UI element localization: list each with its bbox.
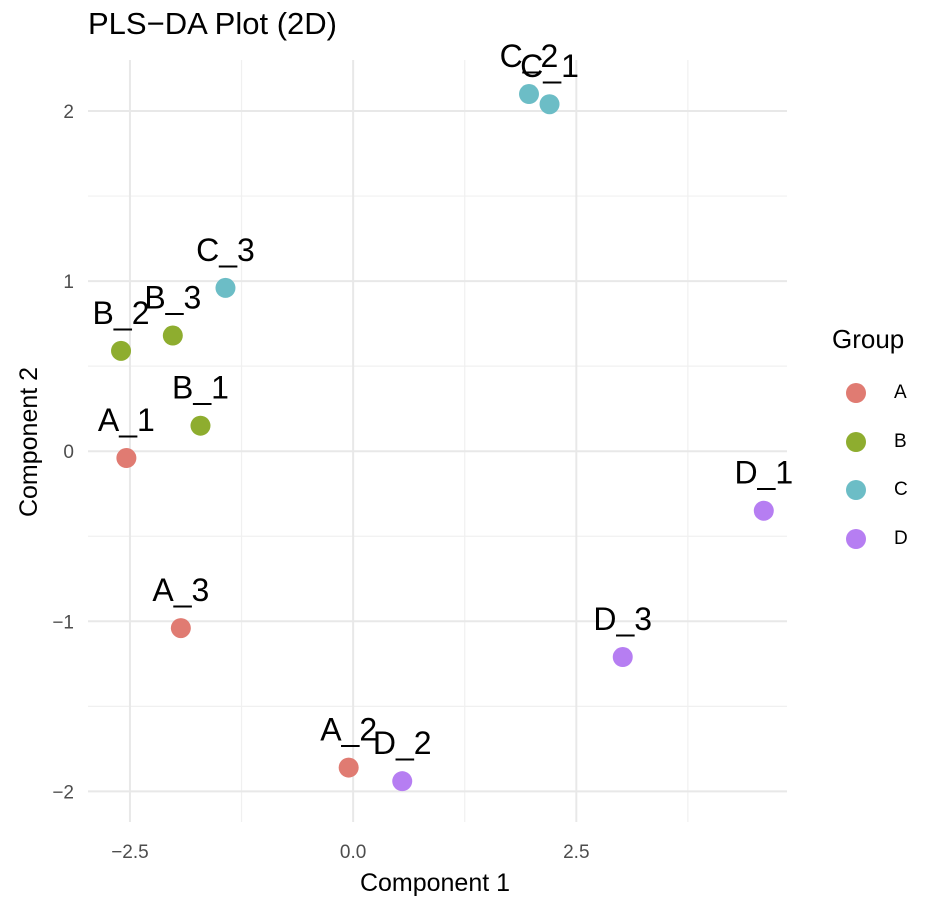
- x-tick-label: −2.5: [111, 842, 149, 863]
- label-b-3: B_3: [144, 280, 201, 316]
- point-b-2[interactable]: [111, 340, 132, 361]
- label-c-1: C_1: [520, 48, 579, 84]
- legend-item-b: B: [832, 418, 908, 467]
- legend: Group A B C D: [832, 324, 908, 563]
- legend-swatch: [846, 383, 866, 404]
- x-axis-title: Component 1: [360, 869, 510, 897]
- chart-title: PLS−DA Plot (2D): [88, 6, 337, 41]
- y-axis-ticks: −2 −1 0 1 2: [52, 102, 74, 803]
- point-a-1[interactable]: [116, 448, 137, 469]
- y-tick-label: −1: [52, 612, 74, 633]
- y-tick-label: −2: [52, 782, 74, 803]
- label-b-2: B_2: [93, 295, 150, 331]
- point-c-2[interactable]: [519, 84, 540, 105]
- label-d-3: D_3: [593, 601, 652, 637]
- legend-item-d: D: [832, 515, 908, 564]
- x-axis-ticks: −2.5 0.0 2.5: [111, 842, 589, 863]
- point-c-3[interactable]: [215, 277, 236, 298]
- label-d-1: D_1: [734, 455, 793, 491]
- legend-swatch: [846, 480, 866, 501]
- label-c-2: C_2: [500, 38, 559, 74]
- legend-label: D: [894, 527, 908, 549]
- legend-item-c: C: [832, 466, 908, 515]
- legend-items: A B C D: [832, 369, 908, 563]
- label-a-2: A_2: [320, 712, 377, 748]
- point-a-2[interactable]: [338, 757, 359, 778]
- legend-title: Group: [832, 324, 905, 354]
- point-b-3[interactable]: [162, 325, 183, 346]
- y-tick-label: 2: [63, 102, 74, 123]
- label-c-3: C_3: [196, 232, 255, 268]
- x-tick-label: 2.5: [563, 842, 589, 863]
- label-a-3: A_3: [152, 572, 209, 608]
- point-d-3[interactable]: [612, 647, 633, 668]
- label-a-1: A_1: [98, 402, 155, 438]
- label-d-2: D_2: [373, 725, 432, 761]
- major-gridlines: [88, 60, 787, 822]
- legend-label: C: [894, 479, 908, 501]
- point-d-1[interactable]: [753, 500, 774, 521]
- label-b-1: B_1: [172, 370, 229, 406]
- legend-label: A: [894, 382, 907, 404]
- data-points: [111, 84, 774, 792]
- y-tick-label: 0: [63, 442, 74, 463]
- point-a-3[interactable]: [170, 618, 191, 639]
- legend-item-a: A: [832, 369, 908, 418]
- minor-gridlines: [88, 60, 787, 822]
- legend-swatch: [846, 431, 866, 452]
- point-c-1[interactable]: [539, 94, 560, 115]
- y-tick-label: 1: [63, 272, 74, 293]
- point-b-1[interactable]: [190, 415, 211, 436]
- y-axis-title: Component 2: [15, 367, 43, 517]
- legend-label: B: [894, 430, 907, 452]
- point-d-2[interactable]: [392, 771, 413, 792]
- x-tick-label: 0.0: [340, 842, 366, 863]
- legend-swatch: [846, 528, 866, 549]
- point-labels: A_1 A_2 A_3 B_1 B_2B_3 C_1C_2 C_3 D_1 D_2 D_3: [93, 38, 794, 761]
